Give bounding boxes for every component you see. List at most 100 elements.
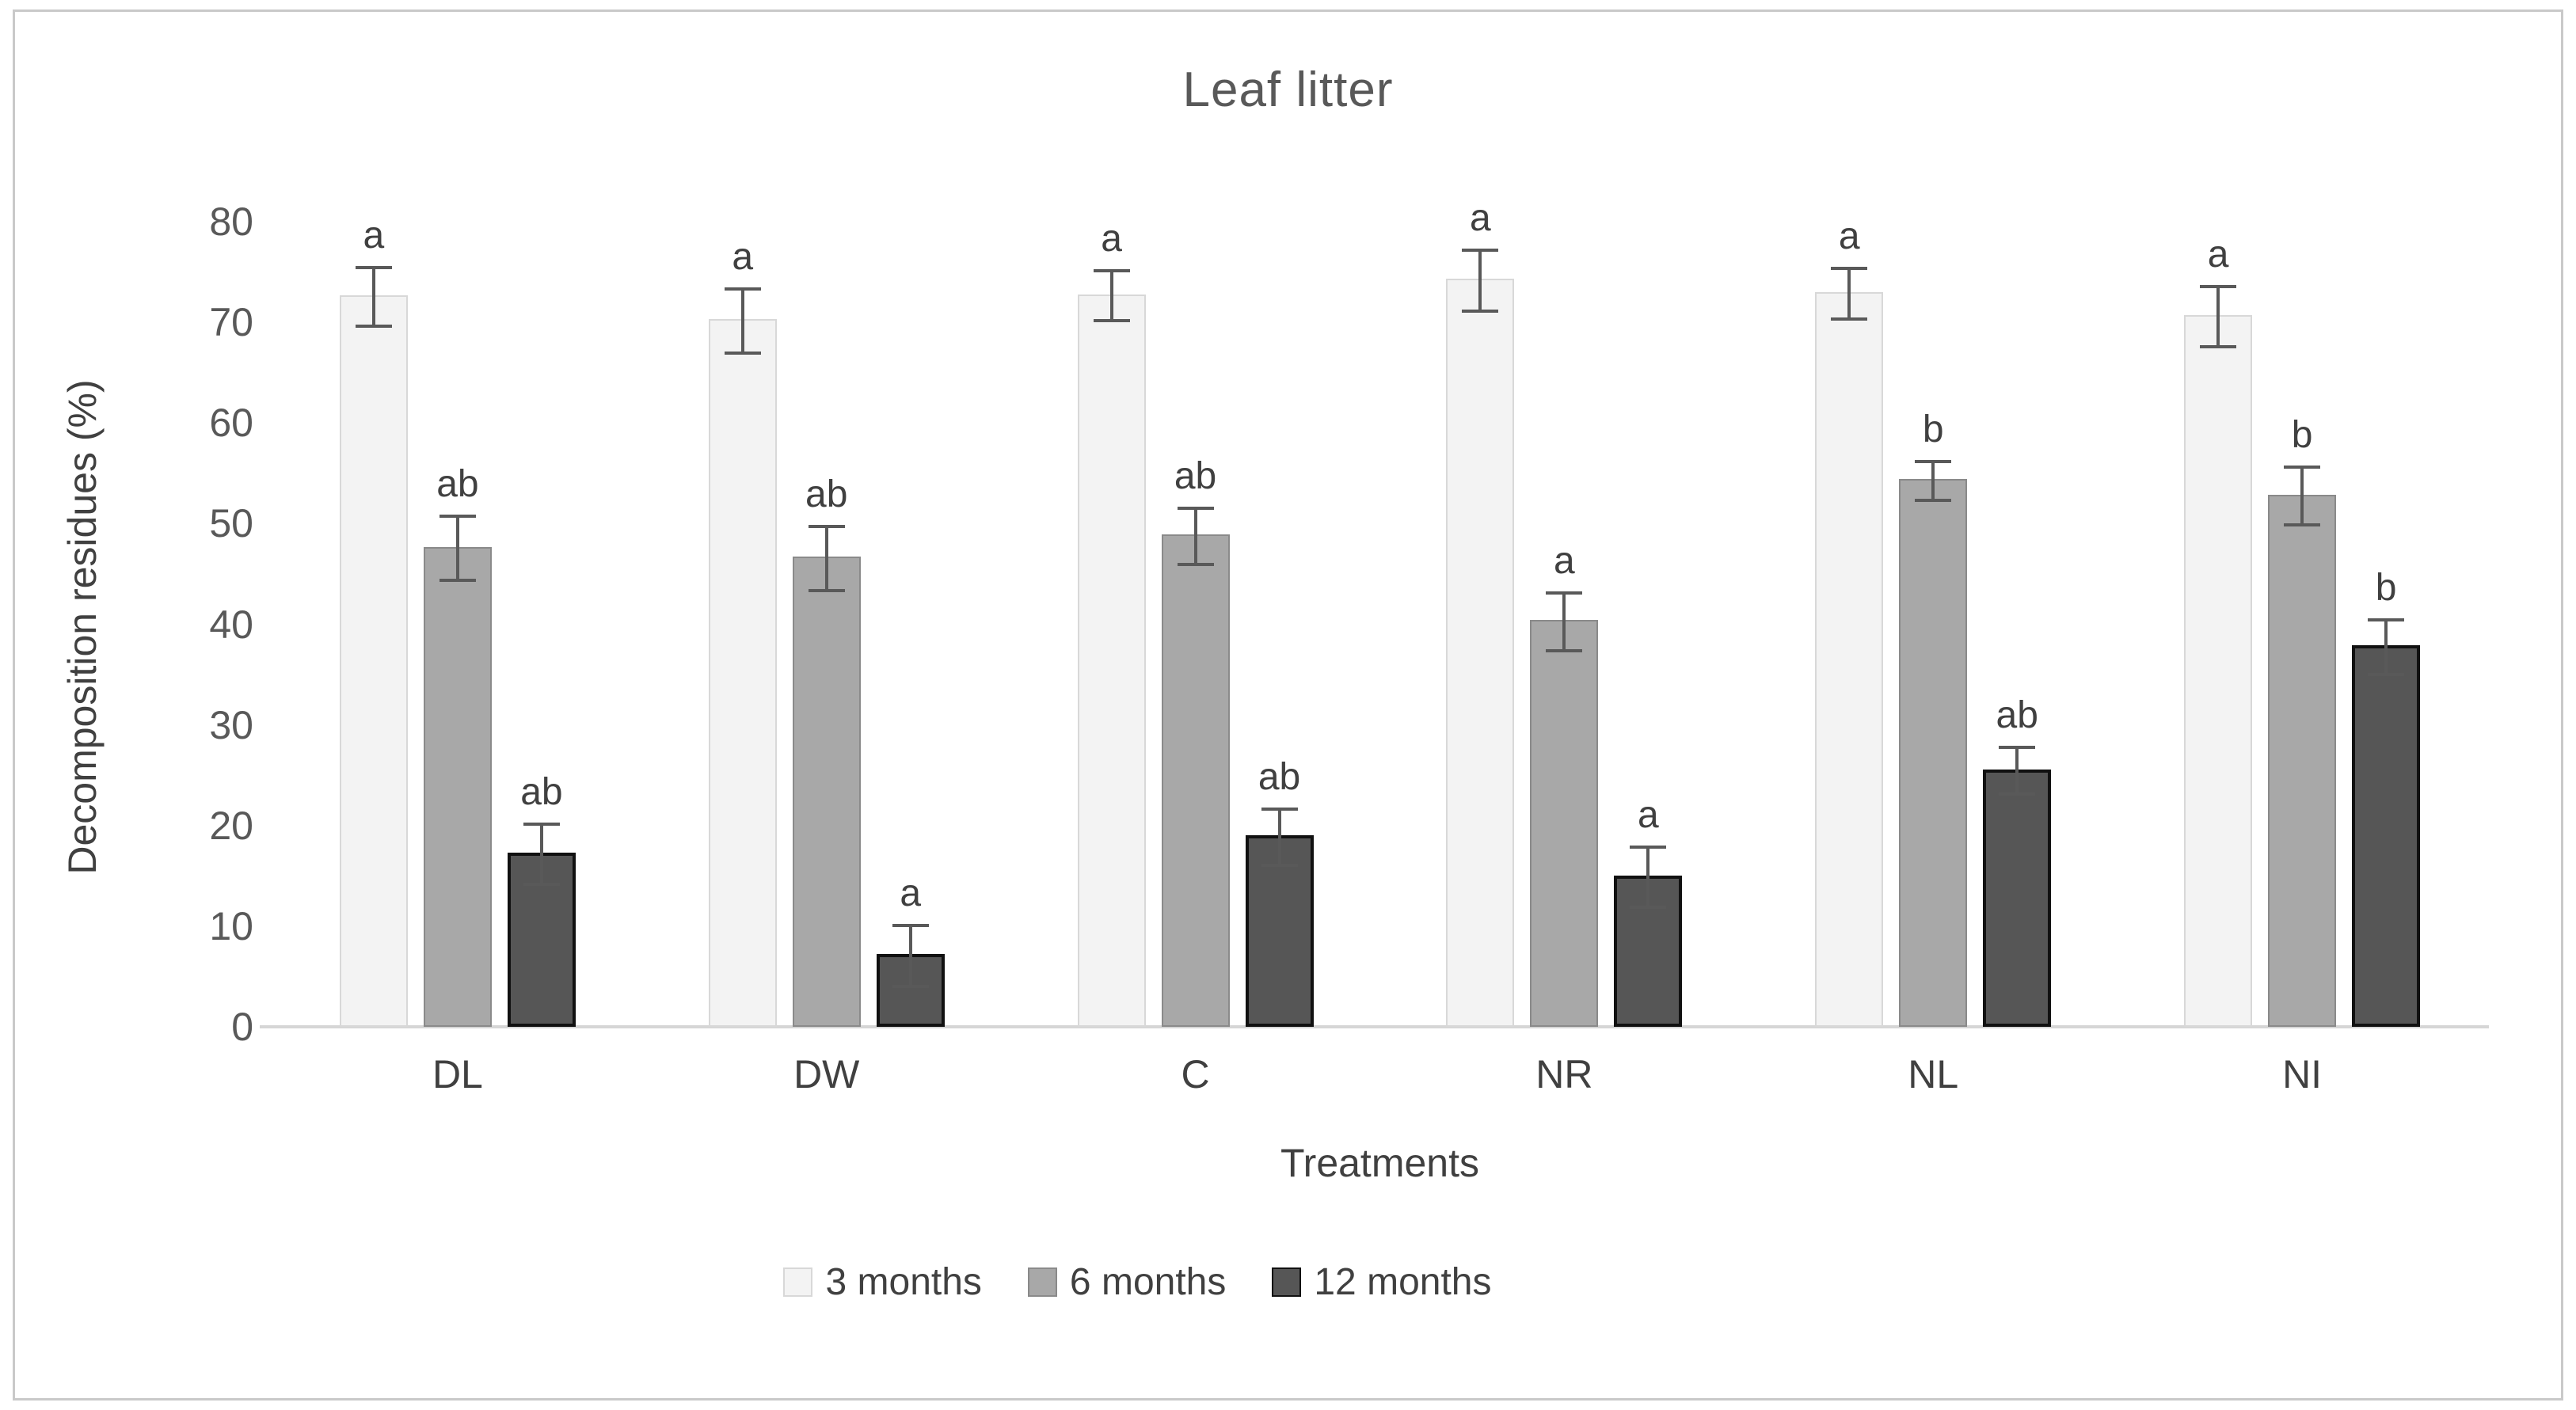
y-tick-label: 50 — [209, 501, 253, 546]
bar-c-6-months — [1161, 534, 1230, 1027]
error-bar — [740, 287, 744, 352]
bar-slot: ab — [1161, 222, 1230, 1027]
error-bar-cap — [892, 924, 929, 928]
bar-group-c: a ab ab — [1011, 217, 1380, 1027]
bar-nr-3-months — [1446, 279, 1515, 1027]
error-bar-cap — [1093, 319, 1130, 323]
error-bar — [1931, 460, 1935, 499]
error-bar-cap — [1546, 591, 1583, 595]
bar-slot: a — [2184, 222, 2253, 1027]
error-bar-cap — [1462, 309, 1499, 313]
error-bar-cap — [724, 287, 761, 291]
y-tick-label: 30 — [209, 702, 253, 747]
significance-letter: ab — [1258, 755, 1301, 798]
error-bar — [371, 265, 375, 325]
error-bar-cap — [1093, 268, 1130, 272]
error-bar-cap — [1999, 746, 2036, 750]
significance-letter: a — [2207, 234, 2229, 276]
bar-group-nr: a a a — [1380, 200, 1749, 1027]
bar-nl-3-months — [1815, 292, 1884, 1027]
plot-area: a ab ab a ab a a ab ab a a a a b ab a b b — [273, 200, 2487, 1027]
bar-slot: a — [1446, 200, 1515, 1027]
bar-slot: a — [1530, 222, 1599, 1027]
error-bar-cap — [1999, 792, 2036, 796]
bar-dl-6-months — [423, 546, 492, 1027]
bar-slot: a — [339, 216, 408, 1027]
significance-letter: a — [363, 214, 385, 257]
error-bar-cap — [1831, 267, 1868, 271]
error-bar — [2216, 285, 2220, 346]
x-category-label-dw: DW — [793, 1052, 860, 1096]
legend-label: 12 months — [1314, 1261, 1492, 1303]
significance-letter: ab — [520, 770, 563, 813]
bar-dw-6-months — [792, 557, 861, 1027]
error-bar-cap — [892, 984, 929, 988]
significance-letter: ab — [436, 462, 479, 505]
error-bar-cap — [523, 883, 560, 887]
error-bar-cap — [1915, 460, 1952, 464]
significance-letter: ab — [1174, 454, 1217, 497]
bar-group-ni: a b b — [2117, 222, 2487, 1027]
error-bar — [1109, 268, 1113, 320]
significance-letter: a — [732, 235, 754, 278]
error-bar — [824, 524, 828, 589]
error-bar — [2384, 618, 2388, 673]
bar-slot: b — [2352, 222, 2421, 1027]
error-bar — [1562, 591, 1566, 650]
significance-letter: b — [1922, 409, 1944, 451]
y-tick-label: 70 — [209, 300, 253, 345]
significance-letter: a — [1838, 215, 1860, 258]
error-bar — [1646, 846, 1650, 906]
x-axis-line — [260, 1025, 2489, 1028]
error-bar-cap — [1546, 649, 1583, 653]
significance-letter: b — [2291, 413, 2313, 456]
bar-slot: ab — [1983, 222, 2052, 1027]
legend-swatch — [783, 1267, 813, 1297]
x-category-label-c: C — [1181, 1052, 1210, 1096]
error-bar-cap — [2368, 672, 2405, 676]
legend-item-12-months: 12 months — [1272, 1260, 1492, 1304]
chart-title: Leaf litter — [1182, 63, 1394, 117]
bar-dl-3-months — [339, 295, 408, 1027]
y-tick-label: 80 — [209, 200, 253, 244]
error-bar-cap — [355, 265, 392, 269]
x-axis-title: Treatments — [1280, 1141, 1479, 1185]
bar-ni-6-months — [2268, 494, 2337, 1027]
legend-swatch — [1027, 1267, 1057, 1297]
legend: 3 months 6 months 12 months — [0, 1260, 2426, 1304]
error-bar-cap — [1831, 317, 1868, 321]
error-bar-cap — [1630, 846, 1667, 849]
significance-letter: a — [1101, 217, 1122, 260]
error-bar — [455, 514, 459, 580]
error-bar-cap — [439, 579, 476, 583]
error-bar — [908, 924, 912, 985]
error-bar-cap — [2368, 618, 2405, 621]
x-axis-category-labels: DL DW C NR NL NI — [273, 1051, 2487, 1099]
significance-letter: a — [900, 872, 922, 915]
error-bar — [2300, 465, 2304, 524]
error-bar-cap — [2284, 465, 2321, 469]
error-bar-cap — [523, 822, 560, 826]
legend-item-3-months: 3 months — [783, 1260, 982, 1304]
bar-slot: b — [1899, 222, 1968, 1027]
bar-slot: a — [876, 222, 945, 1027]
y-tick-label: 40 — [209, 602, 253, 647]
error-bar — [539, 822, 543, 884]
error-bar-cap — [439, 514, 476, 518]
error-bar — [1478, 249, 1482, 310]
error-bar-cap — [1177, 562, 1214, 566]
significance-letter: ab — [805, 473, 848, 515]
bar-dw-3-months — [708, 319, 777, 1027]
bar-slot: a — [708, 222, 777, 1027]
significance-letter: ab — [1996, 694, 2038, 737]
legend-label: 3 months — [825, 1261, 982, 1303]
bar-slot: a — [1815, 218, 1884, 1027]
y-tick-label: 0 — [231, 1005, 253, 1049]
bar-slot: ab — [1245, 222, 1314, 1027]
significance-letter: b — [2375, 566, 2397, 609]
y-tick-label: 60 — [209, 401, 253, 446]
error-bar-cap — [1462, 249, 1499, 253]
error-bar-cap — [2200, 345, 2237, 349]
error-bar-cap — [1177, 506, 1214, 510]
